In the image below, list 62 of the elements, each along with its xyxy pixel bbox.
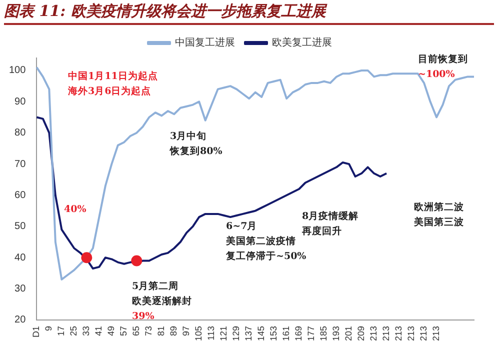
x-tick-label: 169 bbox=[294, 326, 304, 342]
x-tick-label: 41 bbox=[94, 326, 104, 336]
x-tick-label: 97 bbox=[181, 326, 192, 336]
annotation: 5月第二周 bbox=[132, 280, 179, 292]
x-tick-label: 137 bbox=[244, 326, 254, 342]
y-tick-label: 20 bbox=[14, 314, 26, 326]
x-tick-label: 25 bbox=[68, 326, 79, 336]
x-tick-label: 129 bbox=[231, 326, 242, 342]
x-tick-label: 33 bbox=[81, 326, 92, 336]
x-tick-label: 201 bbox=[344, 326, 354, 342]
x-tick-label: 49 bbox=[106, 326, 116, 336]
chart-title: 图表 11: 欧美疫情升级将会进一步拖累复工进展 bbox=[4, 2, 494, 25]
annotation: 再度回升 bbox=[301, 225, 342, 238]
x-tick-label: 177 bbox=[306, 326, 316, 342]
x-tick-label: 17 bbox=[56, 326, 66, 336]
annotation: ~100% bbox=[418, 69, 455, 80]
annotation: 美国第三波 bbox=[413, 216, 464, 228]
y-tick-label: 100 bbox=[8, 65, 26, 76]
annotation: 40% bbox=[64, 204, 86, 216]
x-tick-label: 213 bbox=[394, 326, 404, 342]
x-tick-label: 9 bbox=[44, 326, 54, 331]
y-tick-label: 80 bbox=[14, 128, 26, 139]
annotation: 美国第二波疫情 bbox=[225, 235, 296, 248]
x-tick-label: 57 bbox=[118, 326, 129, 336]
legend-label: 欧美复工进展 bbox=[272, 36, 332, 49]
x-tick-label: 121 bbox=[218, 326, 229, 342]
annotation: 恢复到80% bbox=[169, 145, 222, 158]
annotation: 6~7月 bbox=[226, 221, 258, 232]
annotation: 8月疫情缓解 bbox=[302, 210, 359, 222]
x-tick-label: 213 bbox=[381, 326, 392, 342]
x-tick-label: 73 bbox=[144, 326, 154, 336]
x-tick-label: 81 bbox=[156, 326, 166, 336]
x-tick-label: 161 bbox=[281, 326, 292, 342]
x-tick-label: 65 bbox=[131, 326, 142, 336]
y-tick-label: 60 bbox=[14, 190, 26, 201]
y-tick-label: 90 bbox=[14, 96, 26, 108]
annotation: 3月中旬 bbox=[170, 130, 207, 142]
y-tick-label: 30 bbox=[14, 284, 26, 295]
annotation: 中国1月11日为起点 bbox=[68, 70, 158, 82]
x-tick-label: 213 bbox=[418, 326, 429, 342]
annotation: 海外3月6日为起点 bbox=[67, 85, 152, 98]
y-tick-label: 40 bbox=[14, 252, 26, 264]
x-tick-label: 213 bbox=[368, 326, 379, 342]
legend-label: 中国复工进展 bbox=[175, 36, 235, 49]
x-tick-label: 113 bbox=[206, 326, 216, 340]
annotation: 39% bbox=[132, 311, 154, 322]
x-tick-label: 213 bbox=[406, 326, 416, 342]
x-tick-label: 193 bbox=[331, 326, 342, 342]
x-tick-label: 145 bbox=[256, 326, 266, 342]
annotation: 欧洲第二波 bbox=[414, 201, 464, 214]
y-tick-label: 70 bbox=[14, 158, 26, 170]
annotation: 欧美逐渐解封 bbox=[132, 295, 192, 308]
y-tick-label: 50 bbox=[14, 221, 26, 232]
x-tick-label: 89 bbox=[168, 326, 179, 336]
x-tick-label: D1 bbox=[31, 326, 42, 338]
x-tick-label: 153 bbox=[268, 326, 279, 342]
x-tick-label: 185 bbox=[318, 326, 329, 342]
annotation: 目前恢复到 bbox=[418, 53, 468, 66]
annotation: 复工停滞于~50% bbox=[225, 250, 306, 262]
x-tick-label: 213 bbox=[431, 326, 441, 342]
x-tick-label: 209 bbox=[356, 326, 366, 342]
x-tick-label: 105 bbox=[194, 326, 204, 342]
